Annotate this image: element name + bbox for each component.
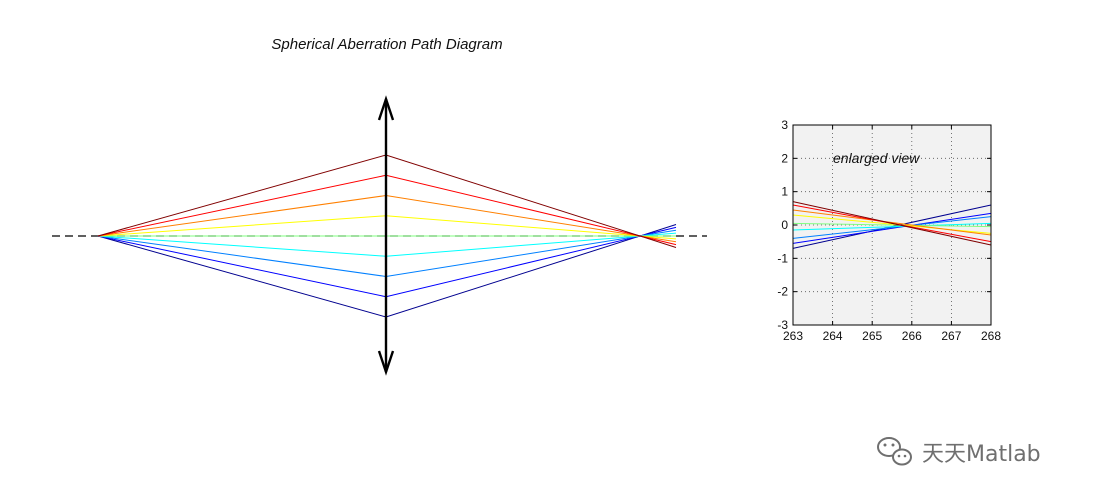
x-tick-label: 267	[941, 329, 961, 343]
y-tick-label: 2	[781, 151, 788, 165]
double-arrow-lens-icon	[377, 95, 395, 376]
inset-ray	[792, 209, 992, 236]
inset-ray	[792, 222, 992, 228]
inset-ray-paths	[792, 201, 992, 249]
inset-ray	[792, 222, 992, 231]
x-tick-label: 263	[783, 329, 803, 343]
inset-ray	[792, 201, 992, 246]
y-tick-label: 0	[781, 218, 788, 232]
inset-y-axis: -3 -2 -1 0 1 2 3	[777, 118, 991, 332]
inset-ray	[792, 216, 992, 239]
wechat-icon	[877, 437, 912, 466]
x-tick-label: 265	[862, 329, 882, 343]
y-tick-label: -2	[777, 285, 788, 299]
y-tick-label: 3	[781, 118, 788, 132]
inset-annotation: enlarged view	[833, 150, 920, 166]
enlarged-view-inset: 263 264 265 266 267 268 -3 -2 -1 0 1 2 3 enlarged v…	[777, 118, 1001, 343]
y-tick-label: 1	[781, 185, 788, 199]
y-tick-label: -1	[777, 251, 788, 265]
inset-ray	[792, 214, 992, 234]
inset-x-axis: 263 264 265 266 267 268	[783, 125, 1001, 343]
watermark: 天天Matlab	[877, 437, 1041, 467]
x-tick-label: 266	[902, 329, 922, 343]
x-tick-label: 268	[981, 329, 1001, 343]
inset-ray	[792, 212, 992, 244]
watermark-text: 天天Matlab	[922, 442, 1041, 467]
x-tick-label: 264	[823, 329, 843, 343]
figure-title: Spherical Aberration Path Diagram	[271, 36, 502, 53]
y-tick-label: -3	[777, 318, 788, 332]
main-ray-diagram	[52, 95, 707, 376]
